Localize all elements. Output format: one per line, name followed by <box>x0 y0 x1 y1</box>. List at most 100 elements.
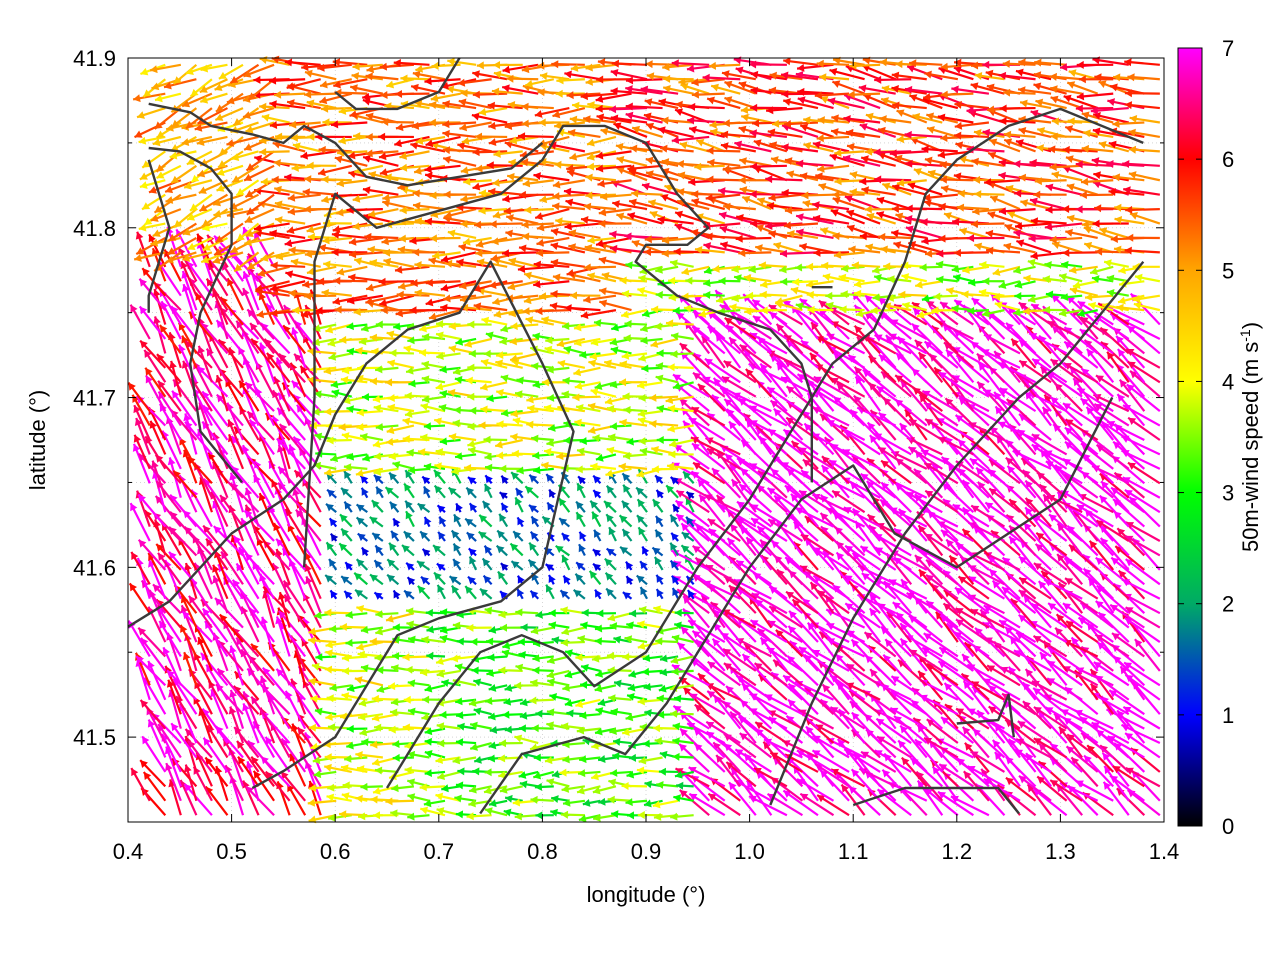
wind-arrow <box>435 756 461 765</box>
wind-arrow <box>441 784 461 793</box>
wind-arrow <box>479 587 493 600</box>
wind-arrow <box>527 559 540 571</box>
wind-arrow <box>750 162 787 171</box>
wind-arrow <box>402 653 430 662</box>
wind-arrow <box>611 810 632 819</box>
wind-arrow <box>991 739 1021 773</box>
wind-arrow <box>430 92 461 102</box>
wind-arrow <box>1014 189 1052 198</box>
wind-arrow <box>510 560 524 571</box>
wind-arrow <box>478 530 493 542</box>
wind-arrow <box>392 753 414 762</box>
wind-arrow <box>846 142 881 153</box>
x-tick-label: 0.8 <box>527 839 558 864</box>
wind-arrow <box>169 494 198 528</box>
wind-arrow <box>876 788 912 817</box>
wind-arrow <box>307 347 337 356</box>
wind-arrow <box>653 556 664 571</box>
wind-arrow <box>1026 783 1052 816</box>
wind-arrow <box>674 767 710 788</box>
x-tick-label: 1.0 <box>734 839 765 864</box>
wind-arrow <box>558 497 571 513</box>
wind-arrow <box>519 780 539 789</box>
wind-arrow <box>688 792 726 817</box>
wind-arrow <box>466 812 492 821</box>
wind-arrow <box>652 498 664 513</box>
wind-arrow <box>142 771 167 802</box>
wind-arrow <box>516 376 539 385</box>
wind-arrow <box>458 243 492 254</box>
wind-arrow <box>829 706 866 730</box>
wind-arrow <box>280 770 307 802</box>
wind-arrow <box>515 487 524 499</box>
x-tick-label: 0.5 <box>216 839 247 864</box>
wind-arrow <box>1122 705 1161 730</box>
wind-arrow <box>611 59 648 68</box>
wind-arrow <box>404 741 430 750</box>
wind-arrow <box>562 755 586 764</box>
wind-arrow <box>534 782 554 791</box>
wind-arrow <box>876 735 912 759</box>
wind-arrow <box>1103 765 1130 802</box>
wind-arrow <box>403 530 415 542</box>
wind-arrow <box>585 173 617 182</box>
wind-arrow <box>599 299 632 312</box>
wind-arrow <box>639 560 648 571</box>
wind-arrow <box>937 790 974 817</box>
wind-arrow <box>206 724 229 759</box>
wind-arrow <box>356 604 384 615</box>
wind-arrow <box>495 544 508 557</box>
wind-arrow <box>638 756 663 765</box>
wind-arrow <box>705 720 741 744</box>
wind-arrow <box>530 795 554 804</box>
wind-arrow <box>938 763 974 788</box>
wind-arrow <box>1126 233 1160 242</box>
wind-arrow <box>1014 748 1052 773</box>
wind-arrow <box>816 794 850 817</box>
wind-arrow <box>754 721 788 744</box>
wind-arrow <box>343 500 353 513</box>
wind-arrow <box>1109 774 1145 802</box>
wind-arrow <box>130 767 151 802</box>
wind-arrow <box>795 159 834 168</box>
wind-arrow <box>625 575 634 585</box>
wind-arrow <box>307 798 337 807</box>
wind-arrow <box>889 706 928 730</box>
wind-arrow <box>336 265 368 276</box>
wind-arrow <box>953 248 989 257</box>
wind-arrow <box>686 722 726 745</box>
wind-arrow <box>994 751 1021 787</box>
wind-arrow <box>467 575 477 586</box>
wind-arrow <box>245 121 275 134</box>
x-tick-label: 1.2 <box>942 839 973 864</box>
wind-arrow <box>371 499 384 513</box>
wind-arrow <box>407 750 430 759</box>
wind-arrow <box>489 725 508 734</box>
wind-arrow <box>769 751 804 773</box>
wind-arrow <box>578 531 587 542</box>
wind-arrow <box>816 134 850 143</box>
wind-arrow <box>340 575 353 586</box>
wind-arrow <box>562 575 571 585</box>
wind-arrow <box>129 304 151 340</box>
wind-arrow <box>467 422 492 431</box>
wind-arrow <box>373 591 384 600</box>
wind-arrow <box>974 190 1005 199</box>
wind-arrow <box>578 755 601 764</box>
wind-arrow <box>592 785 617 795</box>
y-tick-label: 41.9 <box>73 46 116 71</box>
wind-arrow <box>250 338 275 369</box>
wind-arrow <box>933 292 958 301</box>
wind-arrow <box>759 290 787 299</box>
wind-arrow <box>480 405 508 414</box>
wind-arrow <box>564 70 601 81</box>
wind-arrow <box>961 726 990 759</box>
wind-arrow <box>420 575 431 586</box>
wind-arrow <box>193 562 213 600</box>
wind-arrow <box>893 715 928 744</box>
wind-arrow <box>391 784 415 793</box>
wind-arrow <box>343 590 353 600</box>
wind-arrow <box>1049 779 1083 802</box>
wind-arrow <box>466 531 477 542</box>
wind-arrow <box>555 544 570 557</box>
